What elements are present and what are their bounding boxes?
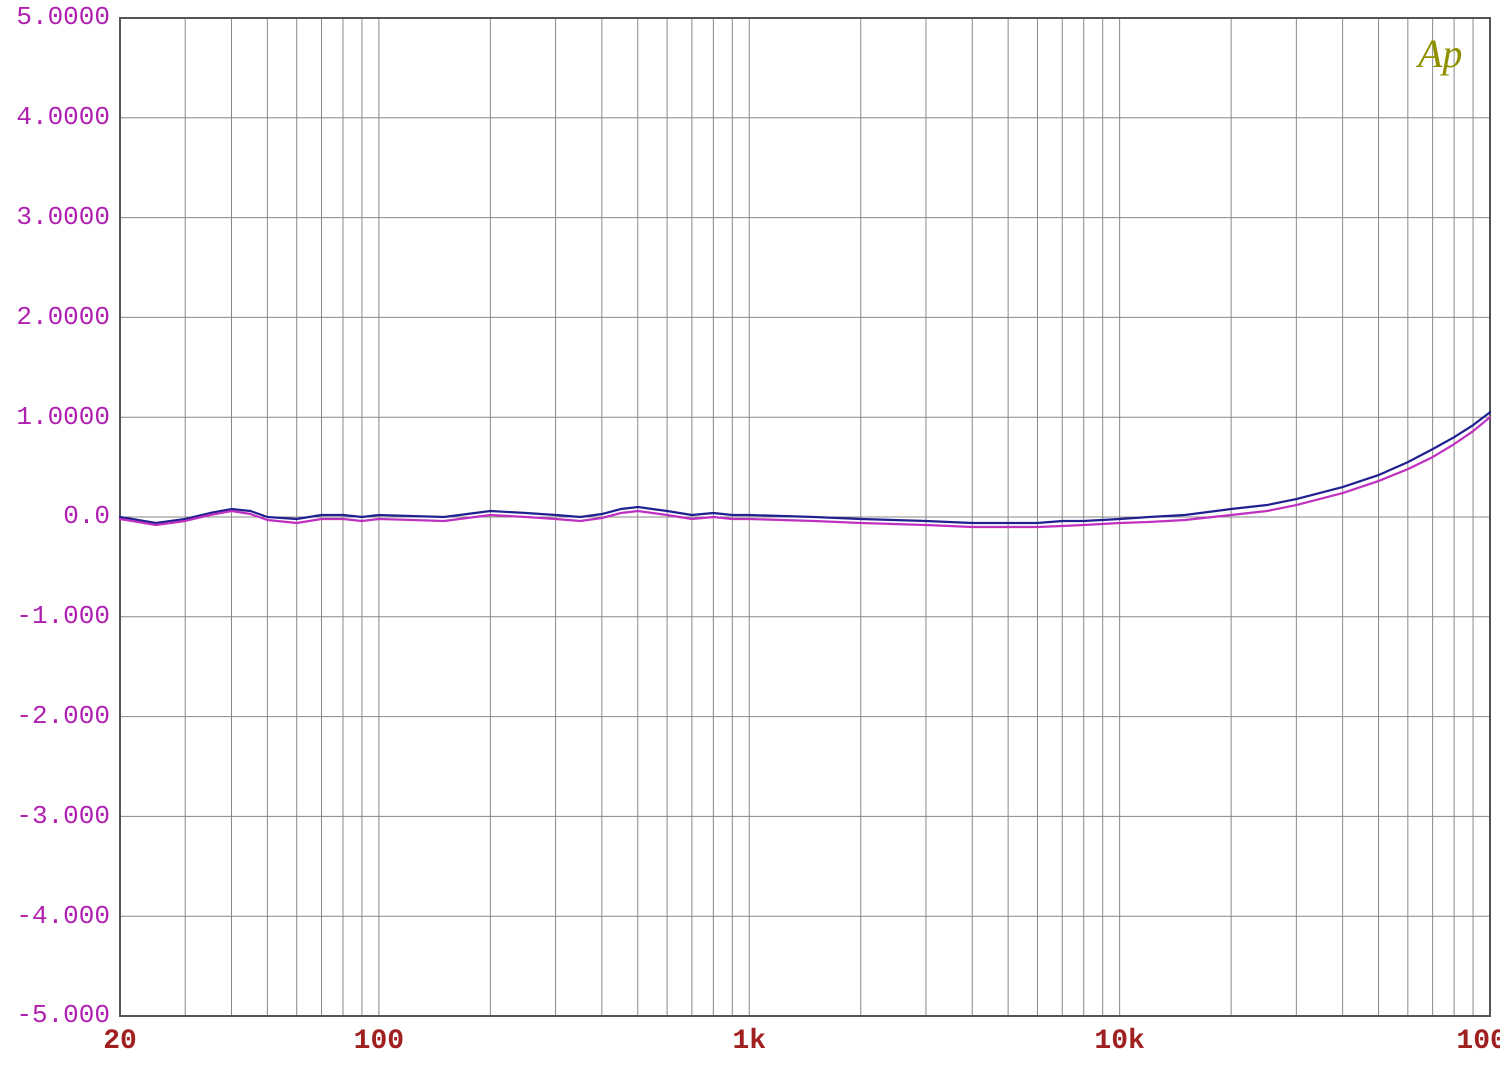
frequency-response-chart: 5.0000 4.0000 3.0000 2.0000 1.0000 0.0 -1.000 -… bbox=[0, 0, 1500, 1072]
y-tick-label: 2.0000 bbox=[16, 302, 110, 332]
x-tick-label: 100 bbox=[354, 1026, 404, 1057]
y-tick-label: 4.0000 bbox=[16, 102, 110, 132]
ap-logo: Ap bbox=[1418, 30, 1462, 77]
x-tick-label: 1k bbox=[732, 1026, 766, 1057]
y-tick-label: 1.0000 bbox=[16, 402, 110, 432]
y-tick-label: -4.000 bbox=[16, 901, 110, 931]
y-tick-label: 3.0000 bbox=[16, 202, 110, 232]
chart-canvas bbox=[0, 0, 1500, 1072]
y-tick-label: -1.000 bbox=[16, 601, 110, 631]
x-tick-label: 100k bbox=[1456, 1026, 1500, 1057]
x-tick-label: 10k bbox=[1094, 1026, 1144, 1057]
y-tick-label: -3.000 bbox=[16, 801, 110, 831]
y-tick-label: -2.000 bbox=[16, 701, 110, 731]
x-tick-label: 20 bbox=[103, 1026, 137, 1057]
y-tick-label: -5.000 bbox=[16, 1000, 110, 1030]
y-tick-label: 5.0000 bbox=[16, 2, 110, 32]
y-tick-label: 0.0 bbox=[63, 501, 110, 531]
